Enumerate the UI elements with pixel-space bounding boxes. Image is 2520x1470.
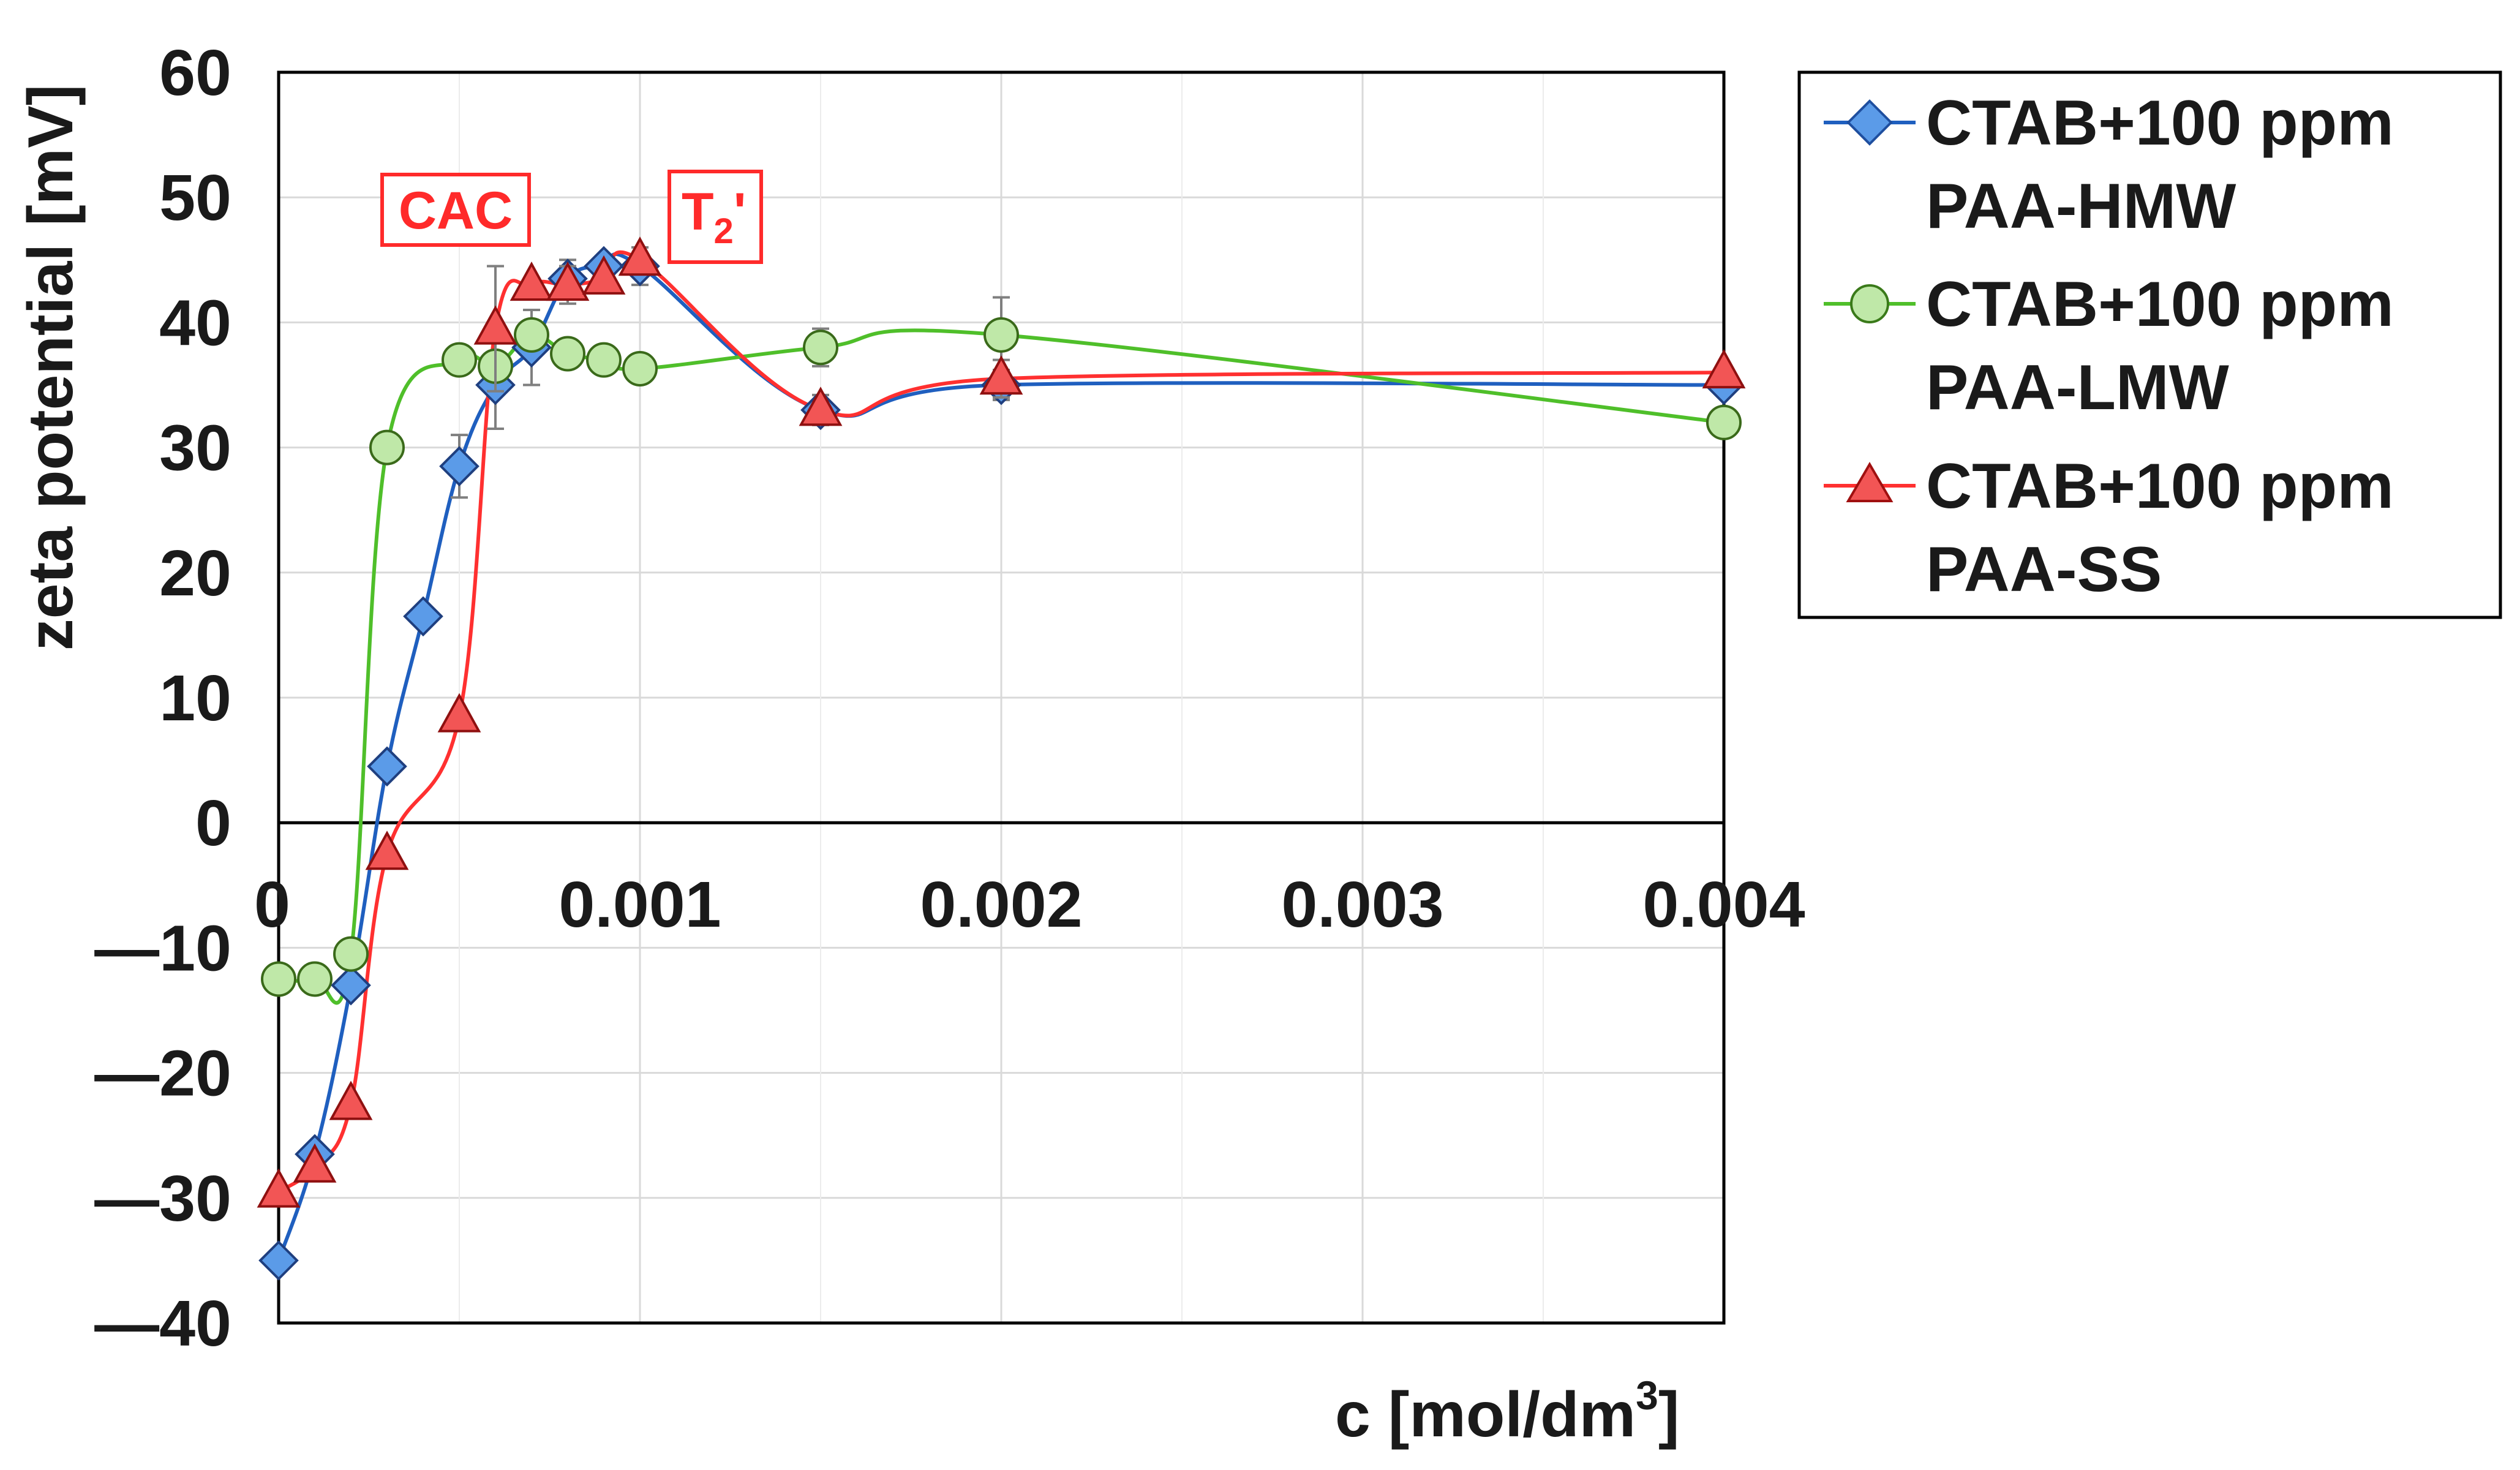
diamond-marker-icon bbox=[1846, 99, 1893, 146]
circle-marker bbox=[333, 936, 369, 972]
circle-marker bbox=[369, 429, 405, 466]
circle-marker bbox=[622, 350, 658, 386]
y-tick-label: 30 bbox=[159, 412, 231, 484]
y-tick-label: —40 bbox=[94, 1287, 231, 1360]
svg-text:CTAB+100 ppm: CTAB+100 ppm bbox=[1926, 269, 2394, 340]
y-axis-title: zeta potential [mV] bbox=[15, 85, 86, 651]
circle-marker-icon bbox=[1850, 284, 1889, 323]
triangle-marker bbox=[473, 305, 517, 345]
triangle-marker-icon bbox=[1846, 462, 1894, 502]
series-markers-paa-ss bbox=[257, 236, 1746, 1208]
x-axis-title-superscript: 3 bbox=[1636, 1373, 1658, 1418]
triangle-marker bbox=[510, 261, 554, 301]
series-markers-paa-lmw bbox=[261, 296, 1742, 997]
triangle-marker bbox=[329, 1080, 373, 1120]
triangle-marker bbox=[365, 831, 409, 870]
y-tick-label: 60 bbox=[159, 37, 231, 109]
triangle-marker bbox=[546, 261, 590, 301]
legend-item-lmw: CTAB+100 ppm PAA-LMW bbox=[1824, 269, 2394, 423]
x-axis-title: c [mol/dm3] bbox=[1335, 1373, 1680, 1450]
triangle-marker bbox=[799, 386, 843, 426]
triangle-marker bbox=[618, 236, 662, 276]
circle-marker bbox=[261, 961, 296, 997]
diamond-marker bbox=[367, 746, 407, 787]
legend: CTAB+100 ppm PAA-HMW CTAB+100 ppm PAA-LM… bbox=[1797, 70, 2502, 619]
x-tick-label: 0.004 bbox=[1642, 869, 1805, 941]
svg-text:PAA-SS: PAA-SS bbox=[1926, 534, 2162, 605]
x-tick-label: 0.003 bbox=[1281, 869, 1443, 941]
svg-text:PAA-LMW: PAA-LMW bbox=[1926, 352, 2230, 423]
triangle-marker bbox=[979, 355, 1023, 395]
y-tick-label: —30 bbox=[94, 1163, 231, 1235]
y-tick-label: —20 bbox=[94, 1038, 231, 1110]
y-tick-label: 40 bbox=[159, 287, 231, 359]
triangle-marker bbox=[1702, 349, 1746, 389]
triangle-marker bbox=[437, 693, 481, 733]
svg-text:T2': T2' bbox=[682, 183, 746, 251]
grid bbox=[277, 71, 1725, 1324]
svg-text:CTAB+100 ppm: CTAB+100 ppm bbox=[1926, 88, 2394, 159]
x-tick-label: 0.002 bbox=[920, 869, 1082, 941]
triangle-marker bbox=[582, 255, 626, 295]
diamond-marker bbox=[258, 1240, 299, 1281]
y-tick-label: —10 bbox=[94, 912, 231, 984]
circle-marker bbox=[297, 961, 333, 997]
y-tick-label: 0 bbox=[195, 787, 231, 859]
circle-marker bbox=[1706, 404, 1742, 440]
x-tick-label: 0 bbox=[254, 869, 290, 941]
series-layer bbox=[257, 236, 1746, 1281]
circle-marker bbox=[586, 342, 622, 378]
y-tick-label: 10 bbox=[159, 662, 231, 734]
x-tick-label: 0.001 bbox=[559, 869, 721, 941]
diamond-marker bbox=[403, 596, 443, 637]
annotation-cac: CAC bbox=[380, 173, 531, 247]
annotation-t2: T2' bbox=[668, 170, 763, 264]
svg-text:CAC: CAC bbox=[399, 181, 513, 240]
circle-marker bbox=[803, 330, 838, 366]
diamond-marker bbox=[331, 965, 371, 1006]
svg-text:CTAB+100 ppm: CTAB+100 ppm bbox=[1926, 451, 2394, 522]
diamond-marker bbox=[439, 446, 480, 487]
plot-area bbox=[277, 70, 1726, 1325]
triangle-marker bbox=[257, 1168, 301, 1208]
legend-item-hmw: CTAB+100 ppm PAA-HMW bbox=[1824, 88, 2394, 242]
circle-marker bbox=[514, 317, 549, 353]
circle-marker bbox=[550, 336, 585, 372]
circle-marker bbox=[442, 342, 477, 378]
triangle-marker bbox=[293, 1143, 337, 1183]
y-tick-label: 20 bbox=[159, 537, 231, 609]
svg-text:PAA-HMW: PAA-HMW bbox=[1926, 171, 2236, 242]
circle-marker bbox=[984, 317, 1019, 353]
x-axis-ticks: 0 0.001 0.002 0.003 0.004 bbox=[254, 869, 1805, 941]
legend-box bbox=[1797, 70, 2502, 619]
y-tick-label: 50 bbox=[159, 162, 231, 234]
legend-item-ss: CTAB+100 ppm PAA-SS bbox=[1824, 451, 2394, 605]
y-axis-ticks: —40 —30 —20 —10 0 10 20 30 40 50 60 bbox=[94, 37, 231, 1360]
